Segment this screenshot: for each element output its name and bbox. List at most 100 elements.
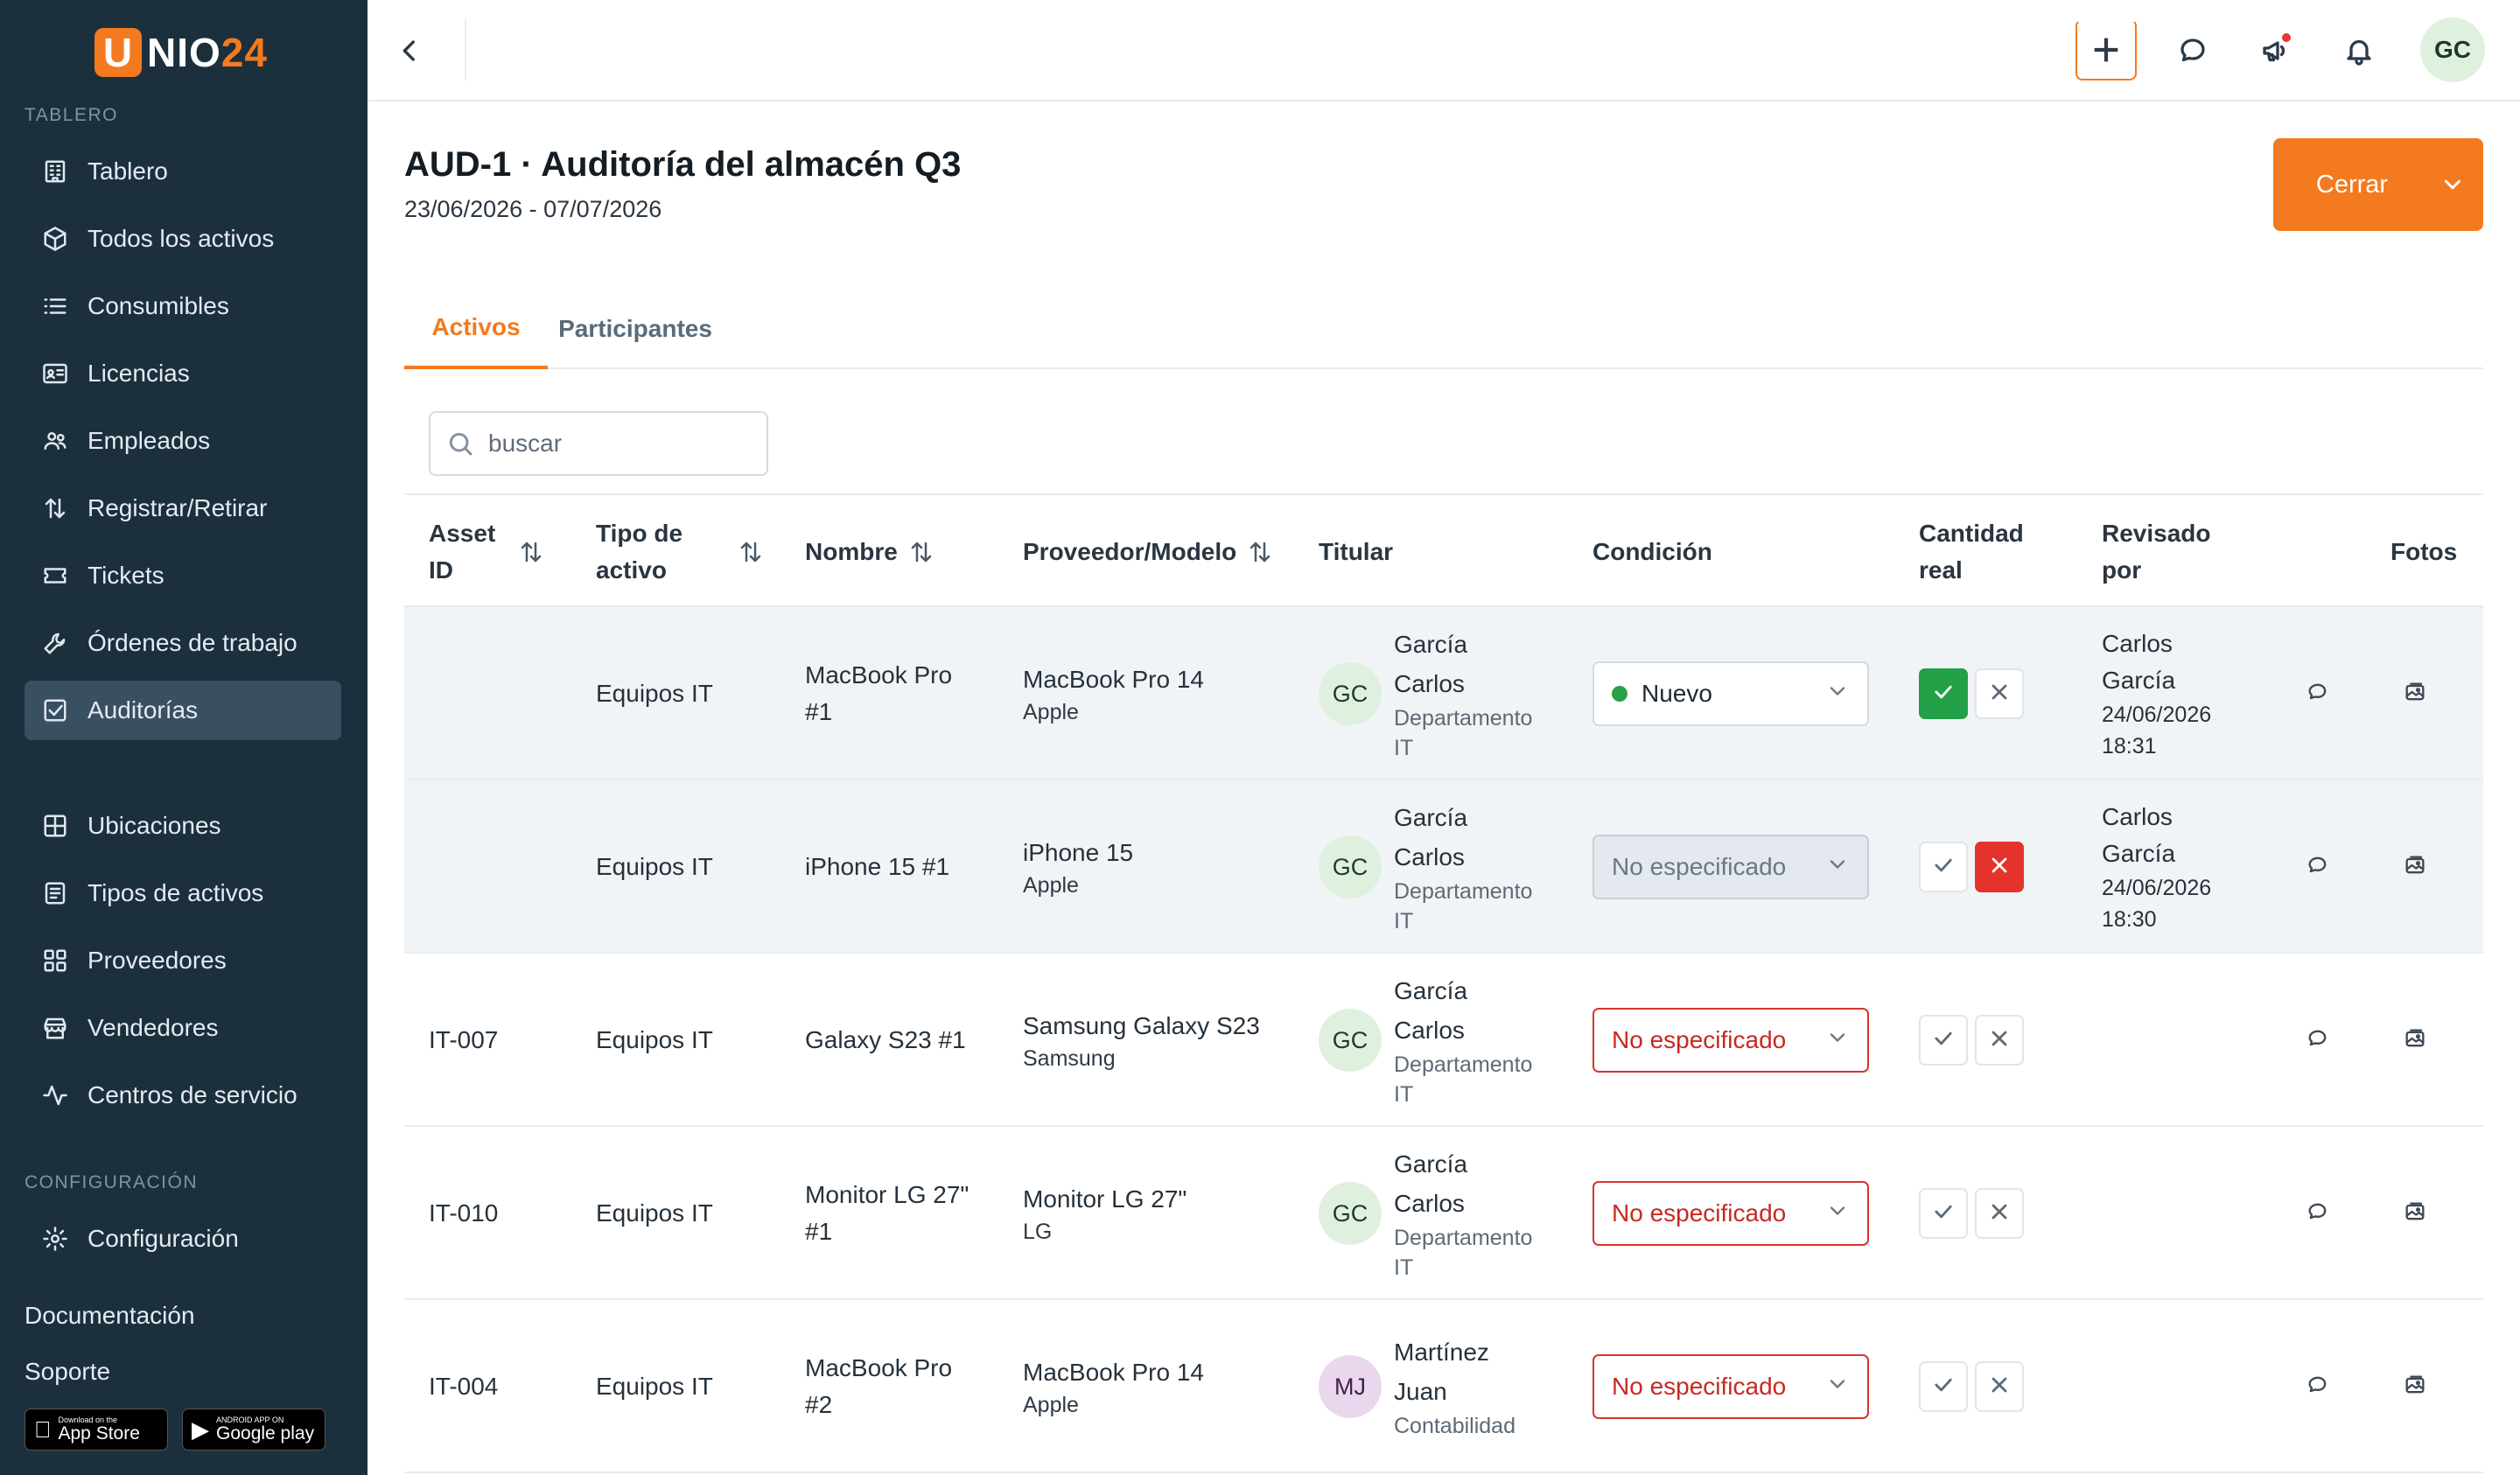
- table-row[interactable]: Equipos IT MacBook Pro #1 MacBook Pro 14 Ap…: [404, 607, 2483, 780]
- sidebar-item-tipos-de-activos[interactable]: Tipos de activos: [24, 863, 341, 923]
- building-icon: [40, 157, 70, 186]
- notifications-button[interactable]: [2338, 30, 2380, 72]
- cell-name[interactable]: Galaxy S23 #1: [805, 1026, 966, 1053]
- qty-confirm-button[interactable]: [1919, 842, 1968, 892]
- cell-name[interactable]: MacBook Pro #2: [805, 1354, 953, 1418]
- sidebar-item-ubicaciones[interactable]: Ubicaciones: [24, 796, 341, 856]
- photos-button[interactable]: [2398, 1197, 2432, 1230]
- col-vendor[interactable]: Proveedor/Modelo: [1023, 495, 1303, 609]
- sidebar-item-registrar-retirar[interactable]: Registrar/Retirar: [24, 479, 341, 538]
- photos-button[interactable]: [2398, 1370, 2432, 1403]
- sidebar-item-auditorias[interactable]: Auditorías: [24, 681, 341, 740]
- sort-icon[interactable]: [738, 539, 764, 565]
- cell-holder: GC García Carlos Departamento IT: [1319, 780, 1543, 954]
- brand-logo[interactable]: U NIO 24: [94, 26, 268, 79]
- sidebar-item-proveedores[interactable]: Proveedores: [24, 931, 341, 990]
- photo-icon: [2403, 1373, 2427, 1402]
- sidebar-item-licencias[interactable]: Licencias: [24, 344, 341, 403]
- close-icon: [1987, 853, 2012, 882]
- table-row[interactable]: IT-004 Equipos IT MacBook Pro #2 MacBook Pr…: [404, 1300, 2483, 1473]
- col-name[interactable]: Nombre: [805, 495, 998, 609]
- sort-icon[interactable]: [1247, 539, 1273, 565]
- sidebar-item-empleados[interactable]: Empleados: [24, 411, 341, 471]
- cell-name[interactable]: Monitor LG 27" #1: [805, 1181, 970, 1245]
- close-audit-button[interactable]: Cerrar: [2273, 138, 2483, 231]
- app-store-badge[interactable]:  Download on the App Store: [24, 1409, 168, 1451]
- users-icon: [40, 426, 70, 456]
- page-title: AUD-1 · Auditoría del almacén Q3: [404, 145, 962, 184]
- qty-reject-button[interactable]: [1975, 842, 2024, 892]
- add-button[interactable]: [2076, 19, 2137, 80]
- table-row[interactable]: Equipos IT iPhone 15 #1 iPhone 15 Apple GC Ga…: [404, 780, 2483, 954]
- qty-reject-button[interactable]: [1975, 1015, 2024, 1066]
- sidebar-item-label: Tablero: [88, 157, 168, 185]
- sidebar-item-centros-de-servicio[interactable]: Centros de servicio: [24, 1066, 341, 1125]
- qty-confirm-button[interactable]: [1919, 668, 1968, 719]
- reviewer-name: Carlos García: [2102, 803, 2176, 867]
- sidebar-item-tablero[interactable]: Tablero: [24, 142, 341, 201]
- col-condition: Condición: [1592, 538, 1712, 565]
- avatar: GC: [1319, 662, 1382, 725]
- holder-info: García Carlos Departamento IT: [1394, 1144, 1543, 1283]
- arrows-updown-icon: [40, 493, 70, 523]
- announcements-button[interactable]: [2254, 30, 2296, 72]
- support-link[interactable]: Soporte: [24, 1358, 111, 1385]
- comment-button[interactable]: [2301, 1197, 2334, 1230]
- document-icon: [40, 878, 70, 908]
- comment-icon: [2306, 853, 2330, 882]
- search-icon: [449, 432, 472, 456]
- condition-select[interactable]: No especificado: [1592, 1181, 1869, 1246]
- documentation-link[interactable]: Documentación: [24, 1302, 195, 1329]
- condition-select[interactable]: No especificado: [1592, 1008, 1869, 1073]
- sort-icon[interactable]: [518, 539, 544, 565]
- photos-button[interactable]: [2398, 1024, 2432, 1057]
- list-icon: [40, 291, 70, 321]
- qty-reject-button[interactable]: [1975, 1188, 2024, 1239]
- qty-confirm-button[interactable]: [1919, 1361, 1968, 1412]
- sidebar-item-tickets[interactable]: Tickets: [24, 546, 341, 605]
- cell-name[interactable]: MacBook Pro #1: [805, 661, 953, 725]
- comment-icon: [2306, 1199, 2330, 1228]
- sidebar-item-todos-los-activos[interactable]: Todos los activos: [24, 209, 341, 269]
- chevron-down-icon: [1825, 1199, 1850, 1229]
- google-play-badge[interactable]: ▶ ANDROID APP ON Google play: [182, 1409, 326, 1451]
- grid-icon: [40, 811, 70, 841]
- tab-participantes[interactable]: Participantes: [558, 315, 712, 342]
- comment-button[interactable]: [2301, 1370, 2334, 1403]
- comment-button[interactable]: [2301, 1024, 2334, 1057]
- user-avatar[interactable]: GC: [2420, 17, 2485, 82]
- condition-select[interactable]: Nuevo: [1592, 661, 1869, 726]
- table-row[interactable]: IT-010 Equipos IT Monitor LG 27" #1 Monitor…: [404, 1127, 2483, 1300]
- sidebar-item-consumibles[interactable]: Consumibles: [24, 276, 341, 336]
- sort-icon[interactable]: [908, 539, 934, 565]
- comment-button[interactable]: [2301, 850, 2334, 884]
- table-row[interactable]: IT-007 Equipos IT Galaxy S23 #1 Samsung Gal…: [404, 954, 2483, 1127]
- qty-reject-button[interactable]: [1975, 1361, 2024, 1412]
- qty-confirm-button[interactable]: [1919, 1188, 1968, 1239]
- sidebar-item-configuracion[interactable]: Configuración: [24, 1209, 341, 1269]
- chevron-down-icon[interactable]: [2422, 171, 2483, 198]
- comment-button[interactable]: [2301, 677, 2334, 710]
- tab-activos[interactable]: Activos: [404, 289, 548, 369]
- holder-name: García Carlos: [1394, 977, 1468, 1044]
- col-asset-id[interactable]: Asset ID: [429, 495, 586, 609]
- sidebar-item-vendedores[interactable]: Vendedores: [24, 998, 341, 1058]
- condition-select[interactable]: No especificado: [1592, 835, 1869, 899]
- cell-holder: GC García Carlos Departamento IT: [1319, 954, 1543, 1127]
- qty-confirm-button[interactable]: [1919, 1015, 1968, 1066]
- col-type[interactable]: Tipo de activo: [596, 495, 771, 609]
- qty-reject-button[interactable]: [1975, 668, 2024, 719]
- section-config-label: CONFIGURACIÓN: [24, 1172, 198, 1192]
- photos-button[interactable]: [2398, 677, 2432, 710]
- photos-button[interactable]: [2398, 850, 2432, 884]
- back-button[interactable]: [390, 31, 429, 70]
- col-vendor-label: Proveedor/Modelo: [1023, 538, 1237, 565]
- search-input[interactable]: [488, 430, 751, 458]
- condition-select[interactable]: No especificado: [1592, 1354, 1869, 1419]
- chat-button[interactable]: [2172, 30, 2214, 72]
- cell-vendor-name: Apple: [1023, 1393, 1079, 1417]
- close-icon: [1987, 1026, 2012, 1055]
- chevron-down-icon: [1825, 1372, 1850, 1402]
- cell-name[interactable]: iPhone 15 #1: [805, 853, 950, 880]
- sidebar-item-ordenes-de-trabajo[interactable]: Órdenes de trabajo: [24, 613, 341, 673]
